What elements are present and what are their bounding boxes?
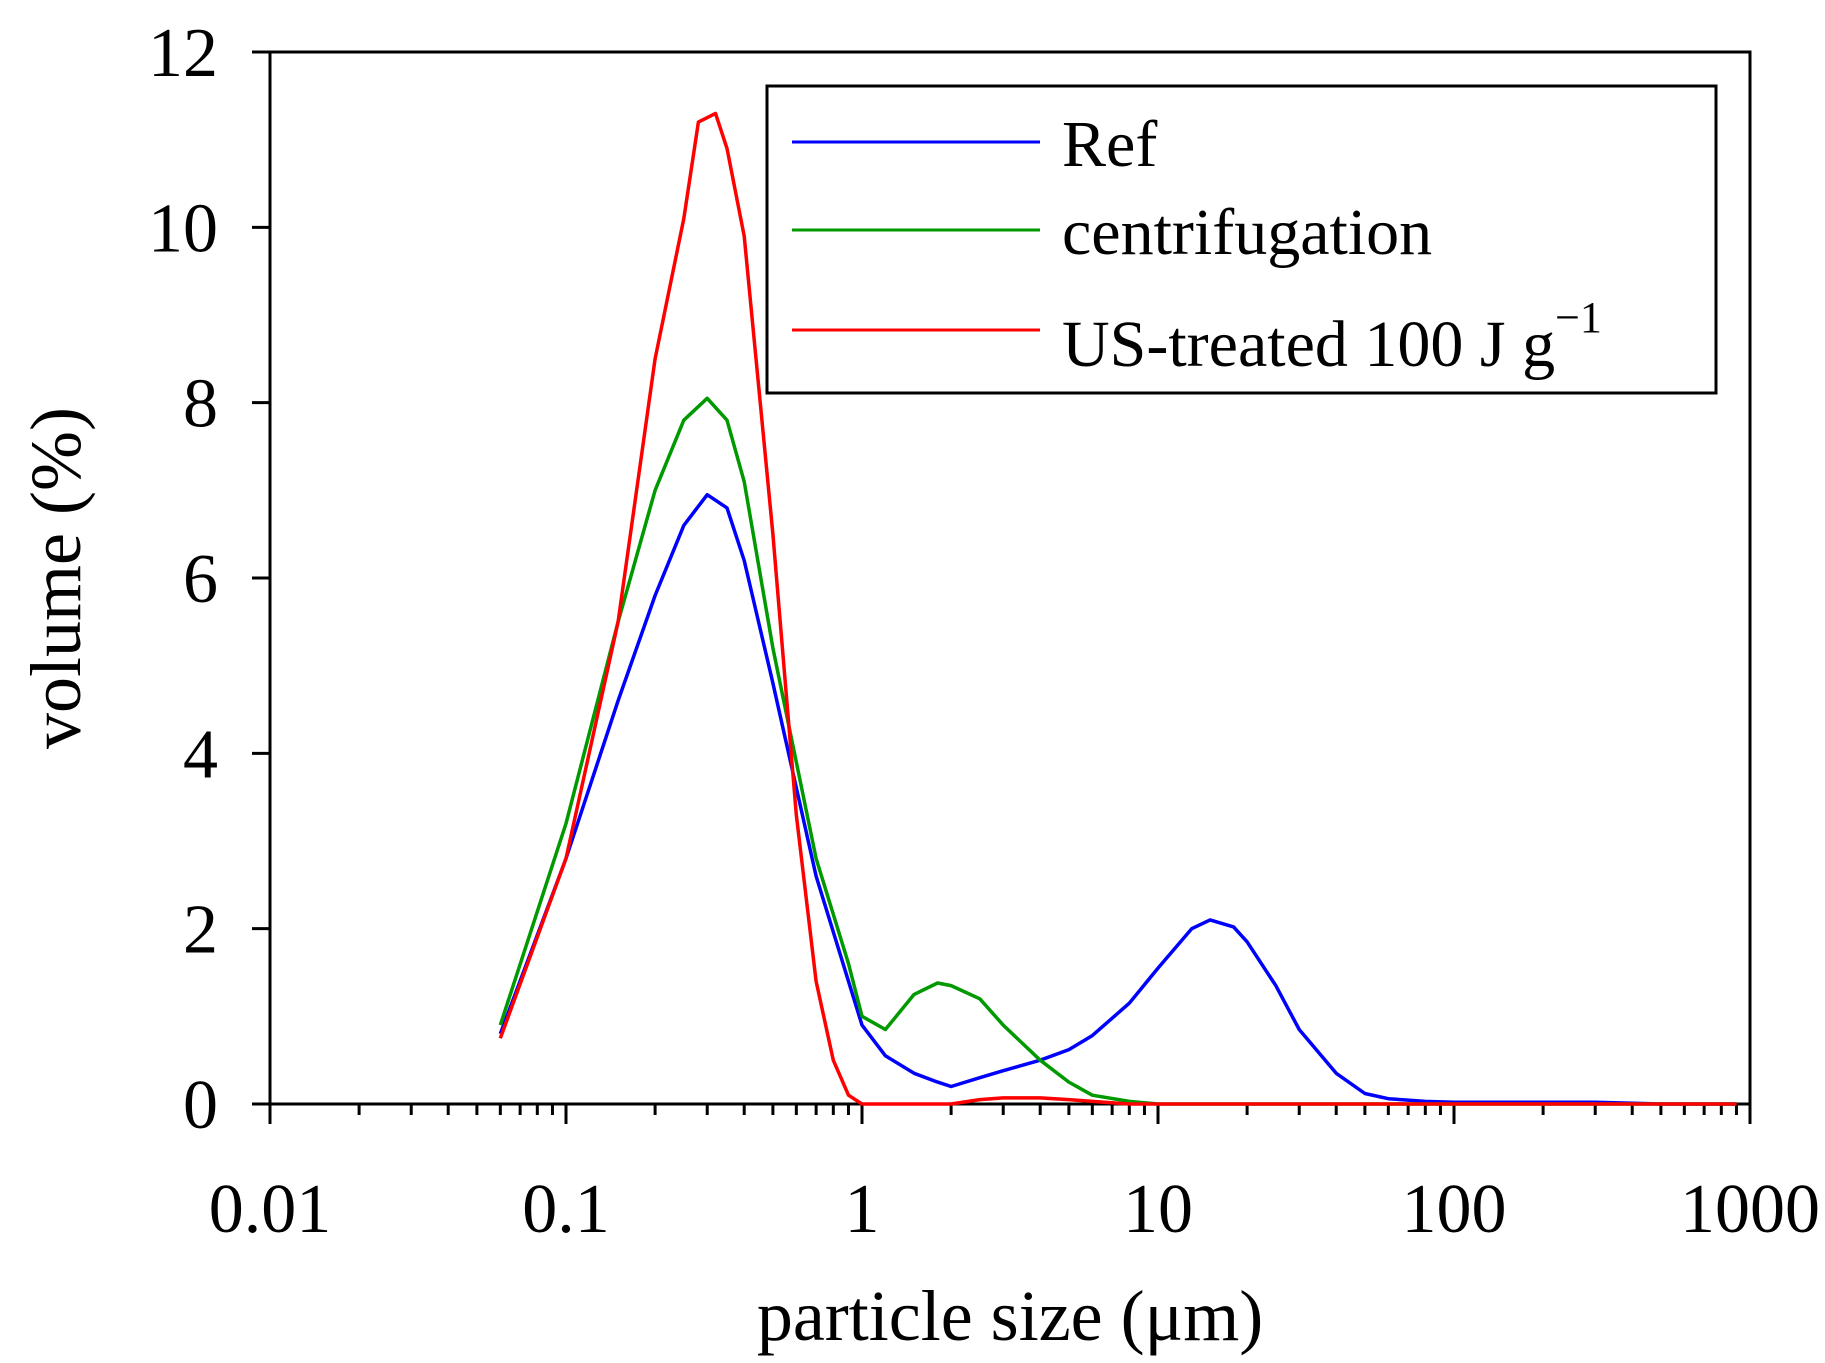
series-line-ref xyxy=(498,492,1737,1106)
y-tick-label: 6 xyxy=(183,541,218,618)
legend-box xyxy=(765,84,1718,395)
legend: Ref centrifugation US-treated 100 J g−1 xyxy=(765,84,1718,395)
legend-label-ref: Ref xyxy=(1062,108,1157,181)
x-axis-ticks: 0.01 0.1 1 10 100 1000 xyxy=(209,1104,1820,1248)
y-tick-label: 0 xyxy=(183,1067,218,1144)
y-tick-label: 4 xyxy=(183,716,218,793)
y-axis-ticks: 0 2 4 6 8 10 12 xyxy=(148,15,270,1144)
legend-label-centrifugation: centrifugation xyxy=(1062,196,1432,269)
y-tick-label: 10 xyxy=(148,190,218,267)
y-tick-label: 2 xyxy=(183,892,218,969)
x-tick-label: 0.01 xyxy=(209,1171,332,1248)
x-tick-label: 1000 xyxy=(1680,1171,1820,1248)
series-line-centrifugation xyxy=(498,396,1737,1106)
y-axis-label: volume (%) xyxy=(16,407,96,749)
series-lines xyxy=(498,111,1737,1106)
x-tick-label: 100 xyxy=(1402,1171,1507,1248)
legend-label-us-treated: US-treated 100 J g−1 xyxy=(1062,293,1602,381)
x-tick-label: 1 xyxy=(845,1171,880,1248)
x-tick-label: 10 xyxy=(1123,1171,1193,1248)
y-tick-label: 8 xyxy=(183,366,218,443)
y-tick-label: 12 xyxy=(148,15,218,92)
x-axis-label: particle size (μm) xyxy=(757,1276,1263,1356)
series-line-us-treated xyxy=(498,111,1737,1106)
legend-label-us-treated-exponent: −1 xyxy=(1555,293,1602,342)
legend-label-us-treated-main: US-treated 100 J g xyxy=(1062,308,1555,381)
x-tick-label: 0.1 xyxy=(522,1171,610,1248)
